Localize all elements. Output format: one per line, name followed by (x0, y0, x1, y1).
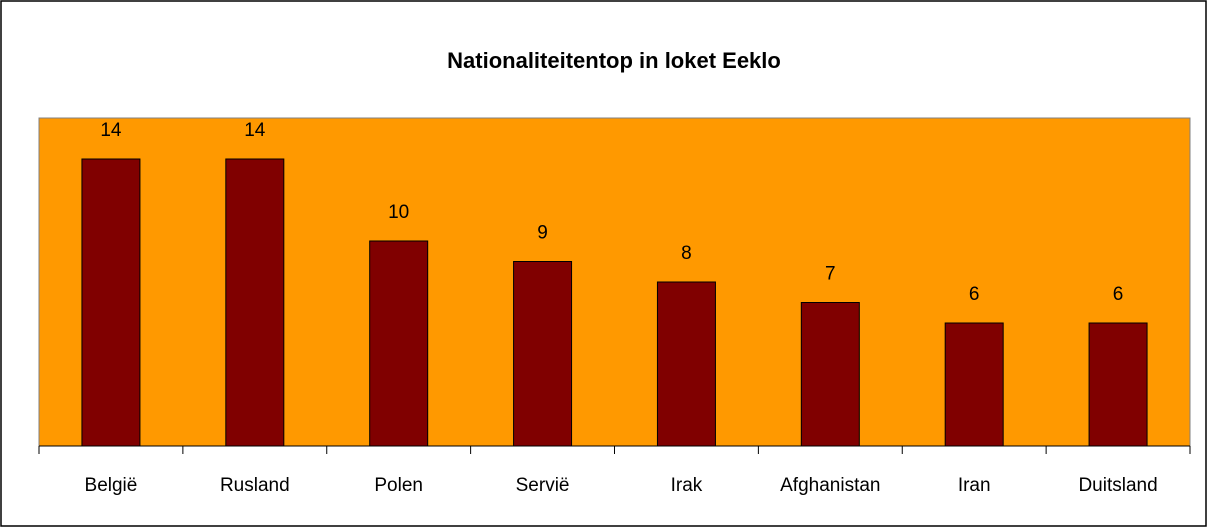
x-tick-label: Rusland (220, 475, 290, 496)
bar (81, 158, 141, 447)
plot-area (38, 117, 1191, 447)
value-label: 14 (100, 120, 122, 141)
bar (800, 302, 860, 447)
bar (944, 322, 1004, 447)
bar (225, 158, 285, 447)
x-tick-label: Servië (516, 475, 570, 496)
x-tick-label: Duitsland (1078, 475, 1157, 496)
value-label: 7 (825, 264, 836, 285)
value-label: 6 (969, 284, 980, 305)
value-label: 9 (537, 223, 548, 244)
x-tick-label: Afghanistan (780, 475, 880, 496)
value-label: 14 (244, 120, 266, 141)
value-label: 6 (1113, 284, 1124, 305)
bar (369, 240, 429, 447)
bar (1088, 322, 1148, 447)
x-tick-label: België (85, 475, 138, 496)
chart-title: Nationaliteitentop in loket Eeklo (447, 48, 781, 73)
value-label: 10 (388, 202, 409, 223)
bar (656, 281, 716, 447)
x-tick-label: Polen (374, 475, 423, 496)
x-tick-label: Iran (958, 475, 991, 496)
x-tick-label: Irak (671, 475, 703, 496)
bar (513, 261, 573, 447)
value-label: 8 (681, 243, 692, 264)
